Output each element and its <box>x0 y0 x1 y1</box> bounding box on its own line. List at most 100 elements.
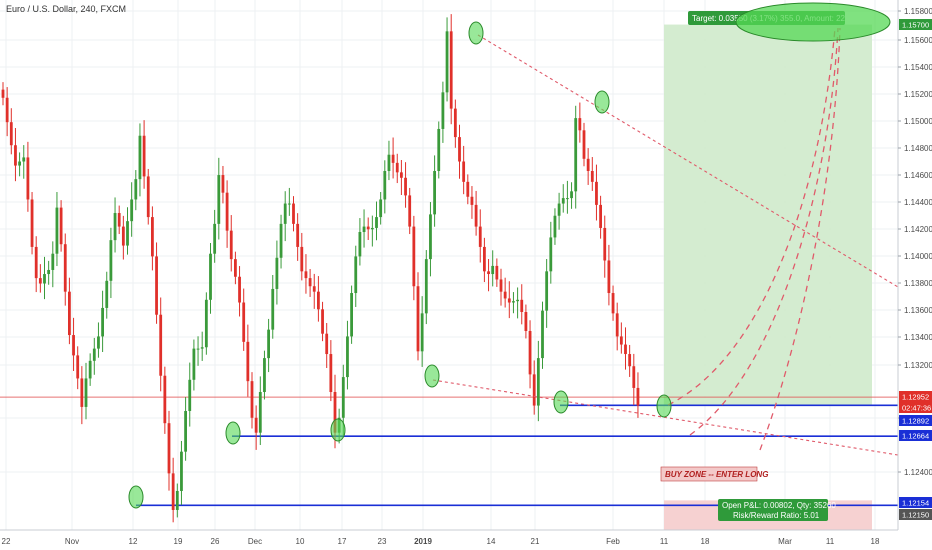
candle-body-8 <box>34 246 38 279</box>
candle-body-2 <box>9 122 13 146</box>
candle-96 <box>400 160 403 195</box>
axis-badge-box-5 <box>899 497 932 508</box>
candle-137 <box>570 182 573 209</box>
candle-98 <box>408 187 412 235</box>
x-tick-label-5: Dec <box>248 537 262 546</box>
candle-44 <box>184 397 187 461</box>
y-tick-label-2: 1.15400 <box>904 63 932 72</box>
candle-body-49 <box>204 299 208 348</box>
candle-37 <box>155 242 158 324</box>
candle-139 <box>578 102 582 143</box>
candle-body-93 <box>387 154 391 171</box>
target-highlight-ellipse <box>735 2 891 42</box>
candle-113 <box>470 186 474 219</box>
candle-body-16 <box>68 291 71 336</box>
buy-zone-label-group: BUY ZONE -- ENTER LONG <box>660 466 768 482</box>
candle-body-102 <box>424 259 428 314</box>
candle-body-133 <box>553 215 557 238</box>
candle-body-142 <box>590 170 594 182</box>
candle-107 <box>445 17 449 102</box>
candle-body-107 <box>445 31 449 93</box>
candle-body-98 <box>408 195 412 227</box>
candle-8 <box>34 236 38 293</box>
y-tick-label-6: 1.14600 <box>904 171 932 180</box>
candle-127 <box>528 320 532 389</box>
candle-body-86 <box>358 232 362 257</box>
y-tick-label-13: 1.13200 <box>904 361 932 370</box>
axis-badge-text-3: 1.12892 <box>902 417 929 426</box>
candle-body-32 <box>134 179 138 200</box>
candle-body-132 <box>549 237 553 272</box>
candle-body-35 <box>146 176 150 218</box>
candle-body-94 <box>391 154 395 163</box>
candle-76 <box>317 276 320 322</box>
candle-body-97 <box>404 177 407 196</box>
pivot-marker-5 <box>553 390 569 414</box>
candle-body-77 <box>321 309 324 334</box>
x-tick-label-0: 22 <box>2 537 11 546</box>
y-tick-label-8: 1.14200 <box>904 225 932 234</box>
candle-body-73 <box>304 271 308 279</box>
candle-body-109 <box>453 108 457 138</box>
candle-body-26 <box>109 240 113 281</box>
candle-body-114 <box>474 204 478 227</box>
candle-100 <box>416 272 420 361</box>
candle-body-10 <box>43 274 46 284</box>
candle-90 <box>375 201 378 241</box>
candle-body-61 <box>254 417 258 433</box>
candle-body-100 <box>416 286 420 352</box>
candle-body-141 <box>586 158 590 171</box>
target-zone <box>664 24 872 406</box>
y-tick-label-12: 1.13400 <box>904 333 932 342</box>
axis-badge-text-1: 1.12952 <box>902 393 929 402</box>
candle-body-122 <box>507 298 511 303</box>
candle-body-72 <box>300 246 304 272</box>
candle-body-78 <box>325 333 329 355</box>
candle-body-31 <box>130 199 134 222</box>
candle-64 <box>267 318 270 373</box>
candle-body-20 <box>84 378 88 407</box>
candle-32 <box>134 170 138 211</box>
x-tick-label-1: Nov <box>65 537 79 546</box>
candle-102 <box>424 250 428 325</box>
candle-body-150 <box>624 344 627 355</box>
candle-40 <box>167 410 171 491</box>
candle-126 <box>524 304 528 339</box>
candle-65 <box>271 274 275 339</box>
candle-body-15 <box>63 244 67 292</box>
candle-body-25 <box>105 280 109 308</box>
chart-title: Euro / U.S. Dollar, 240, FXCM <box>6 4 126 14</box>
candle-149 <box>619 322 623 354</box>
label-layer: Target: 0.03550 (3.17%) 355.0, Amount: 2… <box>660 2 891 521</box>
candle-42 <box>175 483 179 518</box>
candle-19 <box>80 366 84 425</box>
candle-92 <box>383 160 387 214</box>
candle-5 <box>22 145 26 179</box>
axis-badge-text-4: 1.12664 <box>902 432 929 441</box>
axis-badge-box-2 <box>899 402 932 413</box>
candle-13 <box>55 192 59 267</box>
candle-body-14 <box>59 207 63 245</box>
axis-badge-2: 02:47:36 <box>899 402 932 413</box>
candle-152 <box>632 353 636 406</box>
candle-11 <box>47 260 51 285</box>
x-tick-label-8: 23 <box>378 537 387 546</box>
candle-body-36 <box>151 217 154 257</box>
pivot-marker-6 <box>594 90 610 114</box>
candle-body-115 <box>478 226 482 247</box>
axis-badge-0: 1.15700 <box>899 19 932 30</box>
marker-layer <box>128 21 672 509</box>
candle-52 <box>217 157 221 240</box>
candle-77 <box>321 301 324 342</box>
candle-body-95 <box>395 162 399 173</box>
candle-20 <box>84 362 88 420</box>
candle-body-47 <box>196 348 200 350</box>
y-tick-label-10: 1.13800 <box>904 279 932 288</box>
candle-body-62 <box>258 392 262 433</box>
candle-body-131 <box>545 271 549 311</box>
candle-145 <box>603 215 607 278</box>
candle-111 <box>462 145 466 195</box>
